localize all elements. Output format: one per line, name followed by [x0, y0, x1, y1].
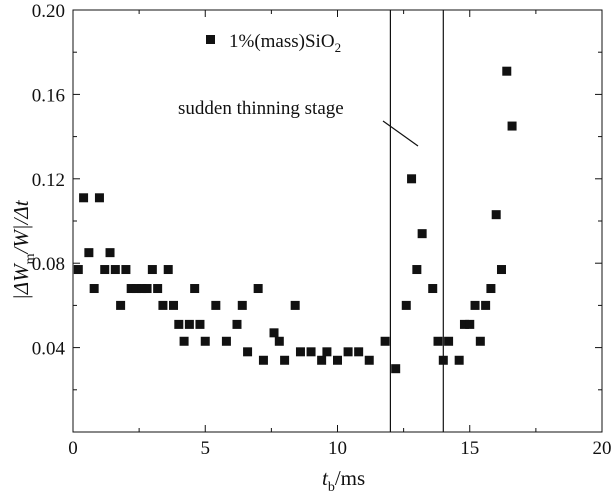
- data-point: [317, 355, 327, 365]
- data-point: [137, 284, 147, 294]
- data-point: [433, 336, 443, 346]
- data-point: [343, 347, 353, 357]
- y-axis-label: |ΔWm/W|/Δt: [9, 199, 38, 300]
- data-point: [470, 300, 480, 310]
- data-point: [269, 328, 279, 338]
- data-point: [280, 355, 290, 365]
- data-point: [126, 284, 136, 294]
- data-point: [100, 265, 110, 275]
- data-point: [459, 319, 469, 329]
- data-point: [200, 336, 210, 346]
- data-point: [195, 319, 205, 329]
- data-point: [502, 66, 512, 76]
- plot-frame: [72, 9, 603, 433]
- data-point: [237, 300, 247, 310]
- data-point: [407, 174, 417, 184]
- data-point: [158, 300, 168, 310]
- data-point: [507, 121, 517, 131]
- data-point: [465, 319, 475, 329]
- data-point: [79, 193, 89, 203]
- data-point: [258, 355, 268, 365]
- legend: 1%(mass)SiO2: [206, 31, 341, 55]
- annotation-pointer: [382, 120, 419, 147]
- data-point: [322, 347, 332, 357]
- data-point: [290, 300, 300, 310]
- data-point: [116, 300, 126, 310]
- data-point: [444, 336, 454, 346]
- data-point: [295, 347, 305, 357]
- data-point: [174, 319, 184, 329]
- data-point: [454, 355, 464, 365]
- data-point: [438, 355, 448, 365]
- data-point: [147, 265, 157, 275]
- data-point: [163, 265, 173, 275]
- data-points: [73, 66, 517, 374]
- data-point: [184, 319, 194, 329]
- data-point: [496, 265, 506, 275]
- y-tick-label: 0.08: [32, 254, 65, 275]
- data-point: [89, 284, 99, 294]
- data-point: [142, 284, 152, 294]
- data-point: [153, 284, 163, 294]
- y-tick-label: 0.12: [32, 170, 65, 191]
- y-tick-label: 0.04: [32, 339, 66, 360]
- legend-label: 1%(mass)SiO2: [229, 31, 341, 55]
- data-point: [486, 284, 496, 294]
- data-point: [401, 300, 411, 310]
- data-point: [354, 347, 364, 357]
- data-point: [190, 284, 200, 294]
- data-point: [391, 364, 401, 374]
- data-point: [417, 229, 427, 239]
- annotation-text: sudden thinning stage: [178, 98, 344, 119]
- data-point: [105, 248, 115, 258]
- data-point: [491, 210, 501, 220]
- data-point: [121, 265, 131, 275]
- legend-marker: [206, 35, 215, 44]
- data-point: [94, 193, 104, 203]
- x-tick-label: 0: [68, 438, 78, 459]
- data-point: [380, 336, 390, 346]
- data-point: [232, 319, 242, 329]
- data-point: [274, 336, 284, 346]
- tick-marks: [72, 9, 603, 432]
- data-point: [211, 300, 221, 310]
- data-point: [475, 336, 485, 346]
- data-point: [73, 265, 83, 275]
- tick-labels: 0 5 10 15 20 0.04 0.08 0.12 0.16 0.20: [32, 1, 612, 459]
- y-tick-label: 0.16: [32, 85, 65, 106]
- x-tick-label: 15: [460, 438, 479, 459]
- data-point: [110, 265, 120, 275]
- data-point: [412, 265, 422, 275]
- x-tick-label: 10: [328, 438, 347, 459]
- annotation: sudden thinning stage: [178, 98, 419, 147]
- data-point: [221, 336, 231, 346]
- data-point: [253, 284, 263, 294]
- data-point: [84, 248, 94, 258]
- data-point: [243, 347, 253, 357]
- data-point: [333, 355, 342, 365]
- data-point: [131, 284, 141, 294]
- data-point: [306, 347, 316, 357]
- x-tick-label: 20: [593, 438, 612, 459]
- y-tick-label: 0.20: [32, 1, 65, 22]
- x-axis-label: tb/ms: [322, 466, 365, 495]
- data-point: [481, 300, 491, 310]
- data-point: [169, 300, 179, 310]
- data-point: [179, 336, 189, 346]
- data-point: [364, 355, 374, 365]
- data-point: [428, 284, 438, 294]
- x-tick-label: 5: [201, 438, 211, 459]
